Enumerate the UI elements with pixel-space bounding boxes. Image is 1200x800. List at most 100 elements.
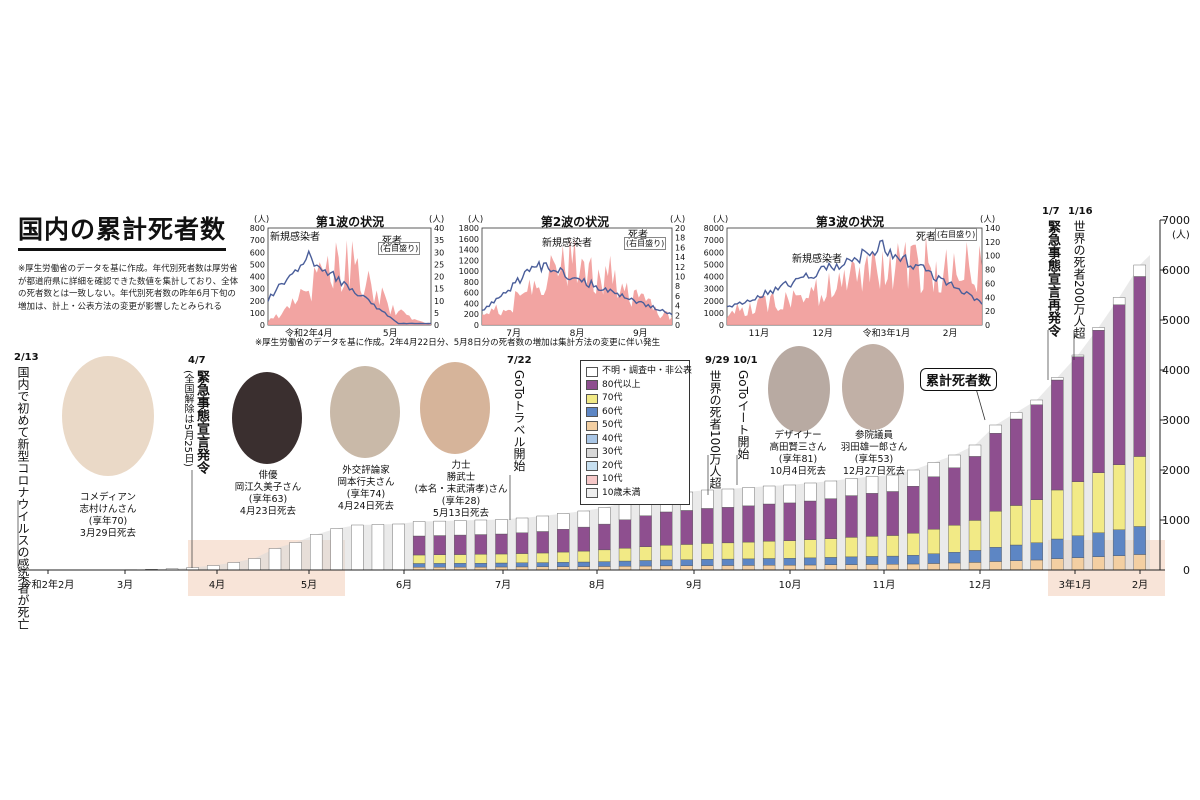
bar-segment bbox=[1133, 276, 1146, 457]
wave3-deaths-area bbox=[727, 236, 982, 325]
wave1-right-tick: 15 bbox=[434, 285, 444, 294]
wave3-left-tick: 0 bbox=[719, 321, 724, 330]
bar-segment bbox=[783, 502, 796, 541]
bar-segment bbox=[495, 553, 508, 564]
wave3-right-tick: 20 bbox=[985, 307, 995, 316]
bar-segment bbox=[454, 520, 467, 536]
wave1-death-note: (右目盛り) bbox=[378, 242, 421, 255]
bar-segment bbox=[412, 521, 426, 537]
wave3-right-tick: 60 bbox=[985, 279, 995, 288]
bar-segment bbox=[989, 424, 1002, 434]
bar-segment bbox=[907, 563, 920, 571]
wave3-right-tick: 80 bbox=[985, 266, 995, 275]
y-tick-label: 4000 bbox=[1162, 364, 1190, 377]
x-tick-label: 3月 bbox=[117, 579, 133, 591]
bar-segment bbox=[721, 565, 735, 571]
bar-segment bbox=[474, 519, 488, 535]
bar-segment bbox=[351, 524, 364, 571]
bar-segment bbox=[804, 500, 817, 540]
wave3-new-cases-line bbox=[726, 239, 983, 308]
wave3-title: 第3波の状況 bbox=[815, 215, 885, 229]
bar-segment bbox=[515, 517, 529, 534]
wave2-right-tick: 16 bbox=[675, 243, 685, 252]
bar-segment bbox=[968, 444, 982, 457]
wave1-right-tick: 20 bbox=[434, 273, 444, 282]
bar-segment bbox=[310, 534, 323, 571]
bar-segment bbox=[1133, 456, 1146, 527]
bar-segment bbox=[1071, 481, 1085, 536]
bar-segment bbox=[577, 526, 590, 552]
wave1-death-label: 死者 bbox=[382, 236, 402, 247]
wave2-left-tick: 600 bbox=[464, 289, 479, 298]
bar-segment bbox=[392, 523, 405, 571]
bar-segment bbox=[660, 559, 673, 567]
bar-segment bbox=[927, 563, 940, 571]
bar-segment bbox=[948, 525, 961, 553]
bar-segment bbox=[495, 533, 508, 555]
bar-segment bbox=[762, 503, 776, 542]
wave2-left-unit: (人) bbox=[468, 215, 483, 225]
legend-swatch bbox=[586, 474, 598, 485]
bar-segment bbox=[824, 557, 838, 566]
bar-segment bbox=[1112, 304, 1126, 465]
age-legend: 不明・調査中・非公表 80代以上 70代 60代 50代 40代 30代 20代… bbox=[580, 360, 692, 505]
bar-segment bbox=[824, 498, 838, 539]
bar-segment bbox=[1010, 418, 1023, 506]
y-tick-label: 0 bbox=[1183, 564, 1190, 577]
bar-segment bbox=[783, 540, 796, 559]
bar-segment bbox=[1092, 327, 1105, 331]
bar-segment bbox=[886, 474, 899, 492]
wave3-left-tick: 2000 bbox=[704, 297, 724, 306]
y-tick-label: 1000 bbox=[1162, 514, 1190, 527]
wave1-new-label: 新規感染者 bbox=[270, 232, 320, 243]
bar-segment bbox=[845, 495, 858, 538]
bar-segment bbox=[1030, 404, 1043, 500]
person-okamoto: 外交評論家 岡本行夫さん (享年74) 4月24日死去 bbox=[337, 465, 395, 512]
bar-segment bbox=[1112, 555, 1126, 571]
wave3-x-label: 11月 bbox=[749, 328, 769, 339]
wave-note: ※厚生労働省のデータを基に作成。2年4月22日分、5月8日分の死者数の増加は集計… bbox=[255, 338, 661, 348]
bar-segment bbox=[1071, 354, 1085, 357]
bar-segment bbox=[515, 553, 529, 563]
legend-row: 70代 bbox=[586, 392, 684, 406]
wave2-right-tick: 20 bbox=[675, 224, 685, 233]
wave2-x-label: 8月 bbox=[570, 328, 585, 339]
bar-segment bbox=[577, 510, 590, 528]
legend-swatch bbox=[586, 420, 598, 431]
bar-segment bbox=[412, 563, 426, 568]
bar-segment bbox=[701, 489, 714, 509]
bar-segment bbox=[1051, 489, 1064, 540]
bar-segment bbox=[824, 480, 838, 499]
bar-segment bbox=[989, 547, 1002, 562]
wave2-right-tick: 18 bbox=[675, 234, 685, 243]
bar-segment bbox=[948, 562, 961, 571]
bar-segment bbox=[495, 562, 508, 568]
bar-segment bbox=[762, 558, 776, 566]
bar-segment bbox=[454, 534, 467, 555]
data-note: ※厚生労働省のデータを基に作成。年代別死者数は厚労省が都道府県に詳細を確認できた… bbox=[18, 264, 239, 312]
x-tick-label: 9月 bbox=[686, 579, 702, 591]
bar-segment bbox=[1071, 356, 1085, 482]
bar-segment bbox=[515, 562, 529, 568]
wave3-left-tick: 5000 bbox=[704, 260, 724, 269]
wave3-right-tick: 140 bbox=[985, 224, 1000, 233]
legend-row: 50代 bbox=[586, 419, 684, 433]
event-sub-0407: (全国解除は5月25日) bbox=[182, 370, 193, 467]
x-tick-label: 10月 bbox=[779, 579, 802, 591]
bar-segment bbox=[1133, 554, 1146, 571]
wave3-right-tick: 100 bbox=[985, 252, 1000, 261]
wave3-right-unit: (人) bbox=[980, 215, 995, 225]
event-text-0407: 緊急事態宣言発令 bbox=[194, 370, 209, 474]
bar-segment bbox=[989, 511, 1002, 548]
x-tick-label: 2月 bbox=[1132, 579, 1148, 591]
wave3-left-tick: 7000 bbox=[704, 236, 724, 245]
portrait-shimura bbox=[62, 356, 154, 476]
bar-segment bbox=[907, 555, 920, 565]
wave3-x-label: 2月 bbox=[943, 328, 958, 339]
y-tick-label: 3000 bbox=[1162, 414, 1190, 427]
bar-segment bbox=[927, 553, 940, 564]
bar-segment bbox=[1092, 330, 1105, 473]
event-text-1001: GoToイート開始 bbox=[736, 370, 750, 460]
bar-segment bbox=[762, 541, 776, 559]
